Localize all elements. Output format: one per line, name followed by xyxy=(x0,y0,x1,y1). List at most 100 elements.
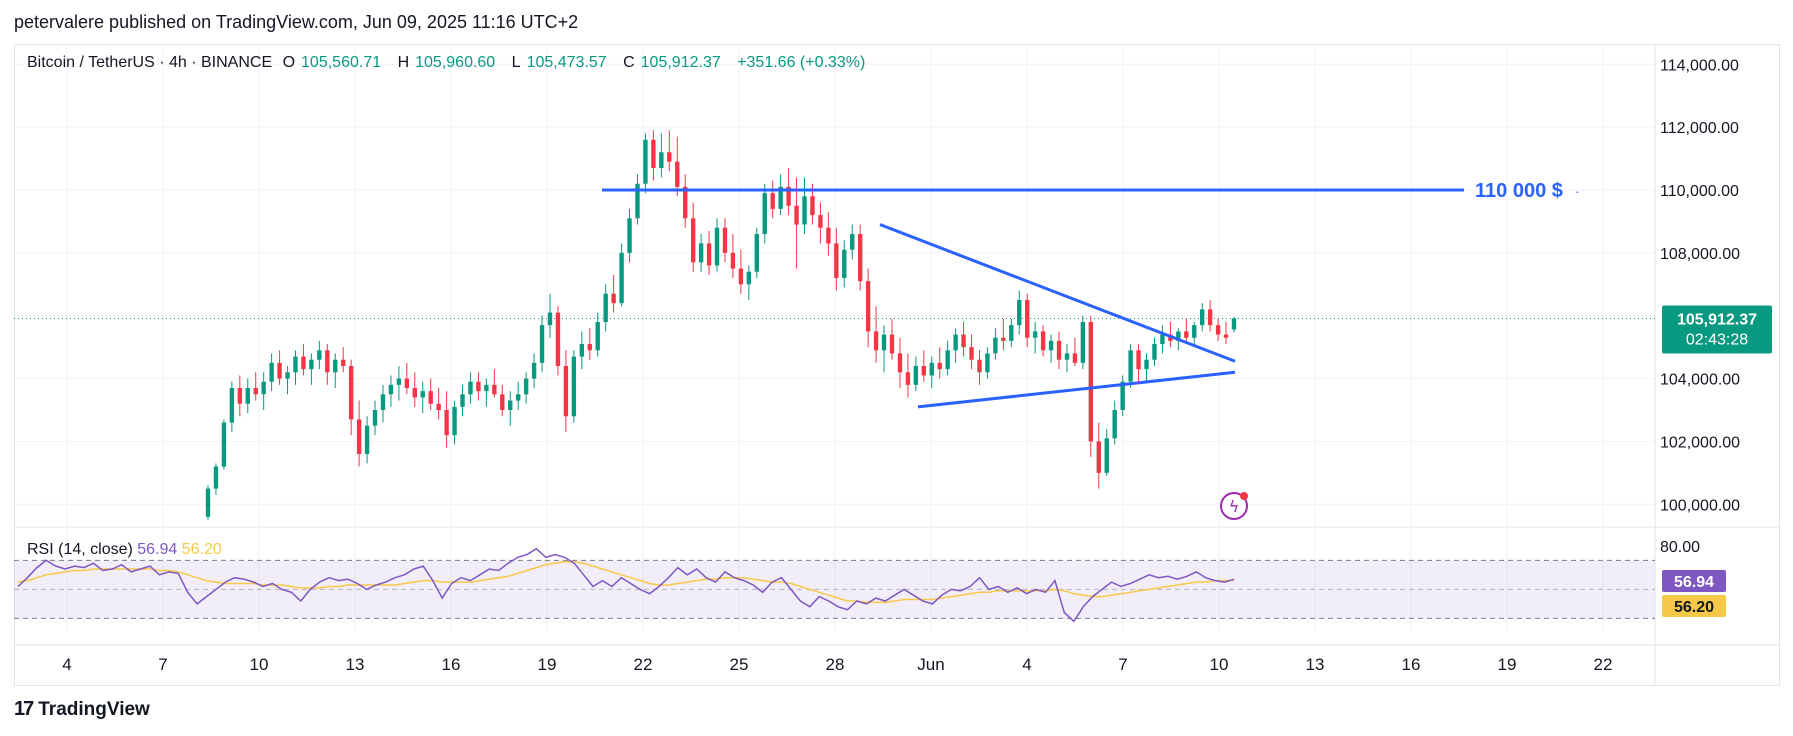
candle-body xyxy=(683,186,688,219)
candle-body xyxy=(1152,344,1157,360)
candle-body xyxy=(905,372,911,385)
low-label: L xyxy=(511,54,521,71)
candle-body xyxy=(245,388,250,404)
lightning-icon xyxy=(1220,492,1248,520)
candle-body xyxy=(1040,331,1046,351)
candle-body xyxy=(515,394,521,401)
time-tick-label: 16 xyxy=(1402,655,1421,674)
candle-body xyxy=(1207,309,1213,326)
candle-body xyxy=(205,488,211,517)
candle-body xyxy=(1009,325,1014,341)
candle-body xyxy=(659,152,664,168)
candle-body xyxy=(985,353,990,373)
rsi-badge xyxy=(1662,570,1726,592)
candle-body xyxy=(380,394,386,410)
candle-body xyxy=(285,372,290,379)
candle-body xyxy=(460,394,465,407)
candle-body xyxy=(714,227,720,266)
rsi-label[interactable]: RSI (14, close) xyxy=(27,541,133,558)
candle-body xyxy=(1136,350,1141,370)
candle-body xyxy=(921,366,927,376)
candle-body xyxy=(229,388,235,423)
candle-body xyxy=(1144,359,1149,370)
lightning-icon-glyph: ϟ xyxy=(1229,497,1240,516)
candle-body xyxy=(293,356,298,373)
candle-body xyxy=(857,234,863,282)
close-label: C xyxy=(623,54,635,71)
candle-body xyxy=(309,359,314,370)
candle-body xyxy=(834,243,839,278)
time-tick-label: 4 xyxy=(62,655,71,674)
candle-body xyxy=(913,366,919,385)
time-tick-label: 10 xyxy=(1210,655,1229,674)
candle-body xyxy=(492,384,497,395)
symbol-label[interactable]: Bitcoin / TetherUS · 4h · BINANCE xyxy=(27,54,273,71)
time-tick-label: 13 xyxy=(346,655,365,674)
candle-body xyxy=(961,334,966,348)
candle-body xyxy=(523,378,529,395)
candle-body xyxy=(555,312,561,366)
price-tick-label: 110,000.00 xyxy=(1660,183,1739,200)
candle-body xyxy=(571,356,577,417)
notification-dot-icon xyxy=(1240,492,1248,500)
footer-brand[interactable]: 17 TradingView xyxy=(14,698,150,721)
candle-body xyxy=(539,325,545,363)
candle-body xyxy=(945,350,950,370)
candle-body xyxy=(675,161,680,187)
candle-body xyxy=(897,353,903,373)
candle-body xyxy=(1072,353,1078,363)
rsi-ma-badge xyxy=(1662,595,1726,617)
candle-body xyxy=(253,388,258,395)
time-tick-label: 4 xyxy=(1022,655,1031,674)
chart-frame xyxy=(14,44,1780,686)
candle-body xyxy=(356,419,362,454)
time-tick-label: 10 xyxy=(250,655,269,674)
time-tick-label: 13 xyxy=(1306,655,1325,674)
candle-body xyxy=(770,193,775,209)
candle-body xyxy=(651,139,656,168)
candle-body xyxy=(1088,322,1094,442)
candle-body xyxy=(1032,331,1038,338)
candle-body xyxy=(508,400,513,410)
high-value: 105,960.60 xyxy=(415,54,496,71)
candle-body xyxy=(937,362,942,370)
time-tick-label: 28 xyxy=(826,655,845,674)
rsi-tick-label: 80.00 xyxy=(1660,539,1700,556)
time-tick-label: 19 xyxy=(538,655,557,674)
candle-body xyxy=(237,388,243,404)
candle-body xyxy=(1192,325,1197,338)
price-tick-label: 102,000.00 xyxy=(1660,434,1740,451)
candle-body xyxy=(810,196,815,216)
candle-body xyxy=(953,334,958,351)
candle-body xyxy=(372,410,378,426)
candle-body xyxy=(603,293,608,322)
candle-body xyxy=(730,252,736,269)
candle-body xyxy=(428,391,433,404)
open-label: O xyxy=(282,54,296,71)
ohlc-legend: Bitcoin / TetherUS · 4h · BINANCE O 105,5… xyxy=(27,54,871,72)
candle-body xyxy=(444,410,449,436)
rsi-ma-legend-value: 56.20 xyxy=(181,541,222,558)
candle-body xyxy=(1056,340,1062,360)
candle-body xyxy=(1080,322,1086,363)
footer-brand-label: TradingView xyxy=(38,698,150,720)
triangle-upper-line xyxy=(879,223,1236,363)
triangle-lower-line xyxy=(917,370,1236,409)
candle-body xyxy=(738,268,744,285)
price-badge xyxy=(1662,305,1772,354)
candle-body xyxy=(786,186,791,206)
candle-body xyxy=(698,243,704,263)
candle-body xyxy=(1048,340,1054,351)
candle-body xyxy=(802,196,807,225)
candle-body xyxy=(1025,300,1030,338)
candle-body xyxy=(929,362,934,376)
time-tick-label: 25 xyxy=(730,655,749,674)
candle-body xyxy=(1199,309,1205,326)
open-value: 105,560.71 xyxy=(301,54,382,71)
candle-body xyxy=(436,403,441,410)
candle-body xyxy=(396,378,402,385)
candle-body xyxy=(301,356,306,370)
candle-body xyxy=(611,293,616,304)
